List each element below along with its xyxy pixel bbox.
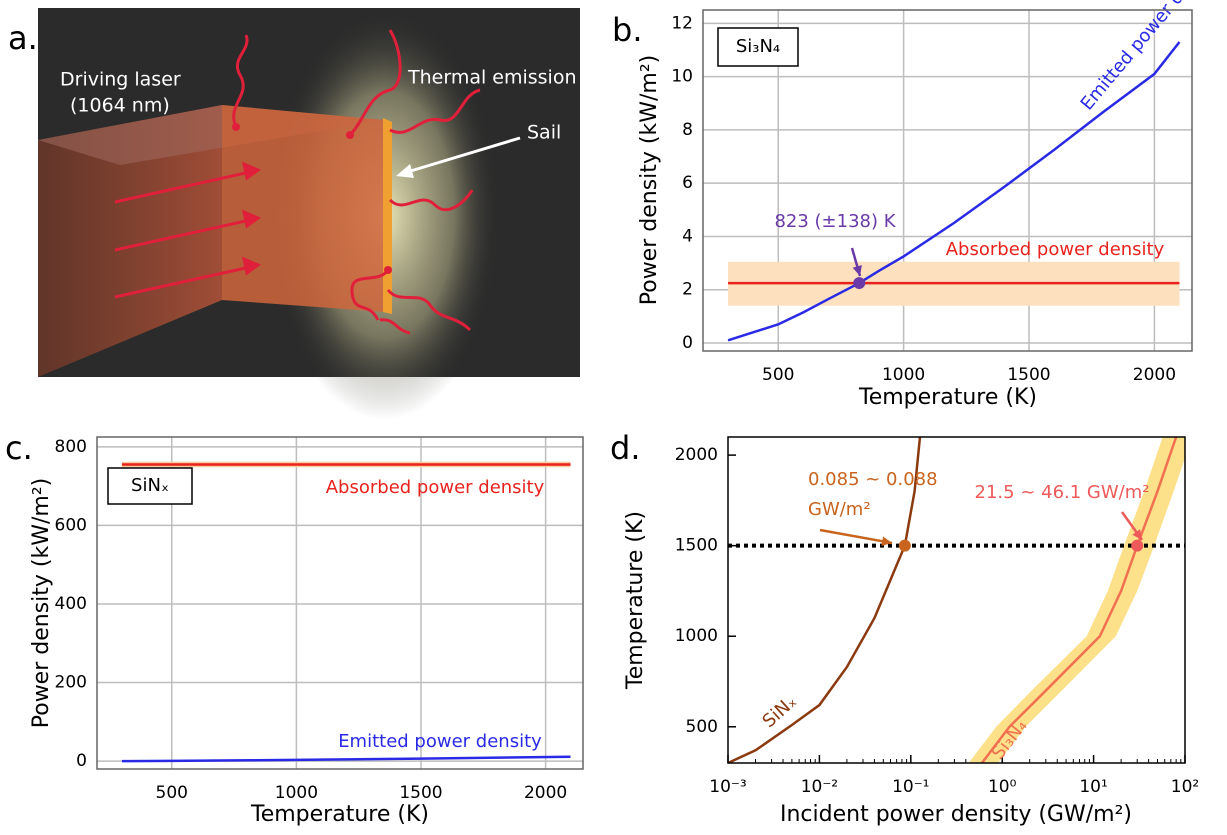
x-tick-label: 500 — [156, 783, 188, 803]
series-layer — [727, 41, 1181, 342]
x-tick-label: 2000 — [524, 783, 567, 803]
laser-beam-front — [222, 105, 385, 312]
material-box — [107, 467, 193, 505]
y-tick-label: 600 — [55, 515, 87, 535]
series-layer — [728, 437, 1185, 763]
y-tick-label: 4 — [682, 226, 693, 246]
y-axis-label: Power density (kW/m²) — [637, 55, 662, 306]
panel-label: a. — [8, 19, 38, 57]
panel-label: b. — [612, 11, 642, 49]
series-line — [728, 437, 922, 763]
y-axis-label: Power density (kW/m²) — [29, 478, 54, 729]
x-tick-label: 1000 — [275, 783, 318, 803]
emission-arrows — [232, 29, 481, 335]
sail-pointer — [403, 136, 521, 175]
emission-label: Thermal emission — [407, 67, 577, 89]
y-tick-label: 10 — [671, 67, 693, 87]
material-box — [717, 27, 799, 67]
plot-frame — [96, 436, 584, 770]
laser-arrows — [114, 161, 262, 299]
annotation: GW/m² — [808, 499, 871, 520]
annotation-arrow-head — [881, 536, 892, 546]
panel-label: d. — [610, 429, 640, 467]
x-tick-label: 1500 — [1007, 365, 1050, 385]
x-tick-label: 1000 — [882, 365, 925, 385]
x-tick-label: 10⁻¹ — [892, 777, 929, 797]
x-axis-label: Temperature (K) — [250, 802, 429, 827]
annotation-arrow — [819, 528, 893, 545]
marker — [853, 277, 866, 290]
y-tick-label: 200 — [55, 673, 87, 693]
x-tick-label: 10² — [1171, 777, 1199, 797]
x-tick-label: 1500 — [399, 783, 442, 803]
y-tick-label: 12 — [671, 13, 693, 33]
annotation: 21.5 ~ 46.1 GW/m² — [975, 482, 1150, 503]
plot-frame — [702, 9, 1193, 352]
series-label: Absorbed power density — [946, 239, 1165, 260]
laser-label: Driving laser — [60, 69, 181, 91]
x-tick-label: 10⁰ — [988, 777, 1017, 797]
laser-beam — [38, 105, 222, 377]
series-label: Emitted power density — [338, 731, 542, 752]
y-tick-label: 0 — [76, 751, 87, 771]
series-line — [980, 437, 1178, 763]
laser-label: (1064 nm) — [70, 95, 170, 117]
y-tick-label: 1000 — [675, 626, 718, 646]
series-label: Absorbed power density — [326, 477, 545, 498]
series-line — [727, 41, 1181, 342]
sail-label: Sail — [527, 122, 561, 144]
material-label: Si₃N₄ — [736, 36, 780, 57]
y-tick-label: 2 — [682, 280, 693, 300]
annotation-arrow-head — [1132, 529, 1142, 540]
series-line — [121, 755, 571, 763]
y-axis-label: Temperature (K) — [623, 511, 648, 690]
plot-frame — [727, 436, 1186, 764]
annotation: 823 (±138) K — [774, 211, 896, 232]
y-tick-label: 400 — [55, 594, 87, 614]
x-tick-label: 10⁻² — [801, 777, 838, 797]
series-layer — [121, 461, 571, 763]
x-tick-label: 10⁻³ — [709, 777, 746, 797]
y-tick-label: 1500 — [675, 536, 718, 556]
y-tick-label: 500 — [686, 717, 718, 737]
marker — [898, 539, 911, 552]
panel-a: a. Driving laser (1064 nm) Thermal emiss… — [8, 8, 580, 420]
y-tick-label: 8 — [682, 120, 693, 140]
emission-dots — [232, 123, 392, 274]
panel-label: c. — [5, 429, 33, 467]
x-tick-label: 10¹ — [1079, 777, 1107, 797]
annotation-arrow-head — [852, 265, 862, 276]
y-tick-label: 800 — [55, 437, 87, 457]
chart-panel: 10⁻³ 10⁻² 10⁻¹ 10⁰ 10¹ 10²500100015002000SiNₓ… — [610, 429, 1199, 827]
x-tick-label: 500 — [762, 365, 794, 385]
sail-pointer-head — [396, 164, 414, 178]
x-axis-label: Temperature (K) — [858, 385, 1037, 410]
material-label: SiNₓ — [131, 475, 169, 496]
uncertainty-band — [968, 437, 1185, 763]
y-tick-label: 2000 — [675, 445, 718, 465]
x-tick-label: 2000 — [1133, 365, 1176, 385]
chart-panel: 500 1000 1500 2000 0 200 400 600 800 Emitted powe… — [5, 429, 584, 827]
annotation: 0.085 ~ 0.088 — [808, 469, 938, 490]
sail — [383, 118, 392, 314]
y-tick-label: 0 — [682, 333, 693, 353]
marker — [1131, 539, 1144, 552]
y-tick-label: 6 — [682, 173, 693, 193]
x-axis-label: Incident power density (GW/m²) — [780, 802, 1132, 827]
